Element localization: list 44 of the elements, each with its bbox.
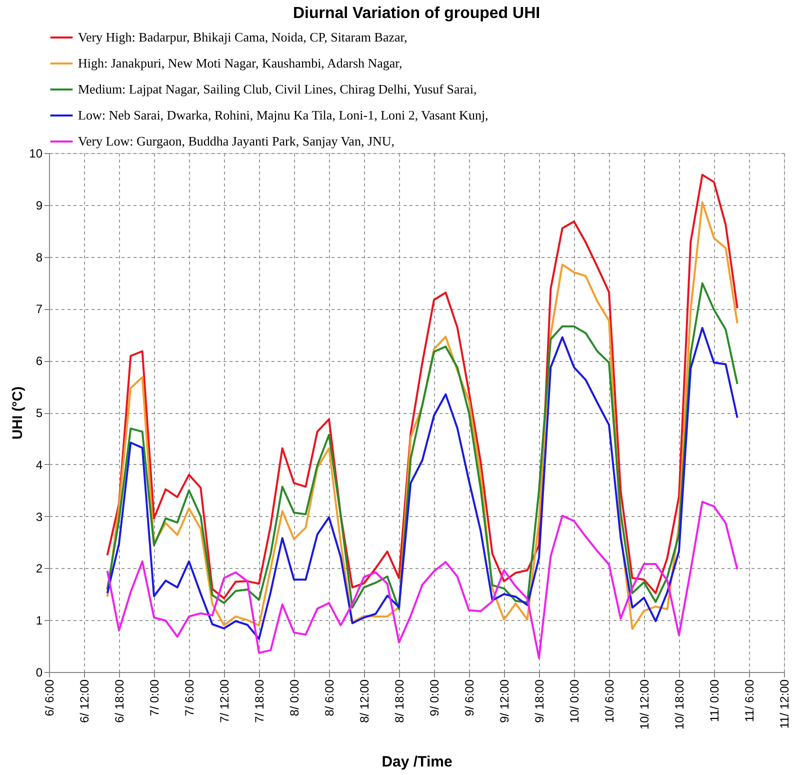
y-axis-title: UHI (°C) [9, 386, 26, 440]
x-tick-label: 6/ 18:00 [112, 679, 126, 723]
line-series [106, 282, 738, 610]
x-tick-label: 11/ 12:00 [778, 679, 792, 729]
x-tick-label: 11/ 0:00 [708, 679, 722, 722]
x-tick-label: 11/ 6:00 [742, 679, 756, 722]
x-tick-label: 10/ 12:00 [638, 679, 652, 730]
y-tick-label: 5 [36, 406, 43, 420]
x-axis-title: Day /Time [382, 754, 452, 771]
x-tick-label: 9/ 6:00 [462, 679, 476, 716]
x-tick-label: 8/ 0:00 [288, 679, 302, 716]
chart-title: Diurnal Variation of grouped UHI [292, 5, 540, 22]
y-tick-label: 1 [36, 614, 43, 628]
x-tick-label: 7/ 6:00 [182, 679, 196, 716]
x-tick-label: 7/ 12:00 [218, 679, 232, 723]
legend-label: Medium: Lajpat Nagar, Sailing Club, Civil Lines, Chirag Delhi, Yusuf Sarai, [78, 82, 477, 96]
line-series [106, 326, 738, 640]
x-tick-label: 7/ 0:00 [148, 679, 162, 716]
legend-label: High: Janakpuri, New Moti Nagar, Kaushambi, Adarsh Nagar, [78, 56, 402, 70]
y-tick-label: 0 [36, 666, 43, 680]
legend-label: Low: Neb Sarai, Dwarka, Rohini, Majnu Ka Tila, Loni-1, Loni 2, Vasant Kunj, [78, 108, 488, 122]
legend-label: Very Low: Gurgaon, Buddha Jayanti Park, Sanjay Van, JNU, [78, 134, 395, 148]
y-tick-label: 6 [36, 354, 43, 368]
x-tick-label: 9/ 18:00 [532, 679, 546, 723]
x-tick-label: 8/ 18:00 [392, 679, 406, 723]
x-tick-label: 10/ 18:00 [672, 679, 686, 730]
x-tick-label: 10/ 6:00 [602, 679, 616, 723]
y-tick-label: 8 [36, 250, 43, 264]
line-series [106, 500, 738, 659]
y-tick-label: 3 [36, 510, 43, 524]
x-tick-label: 8/ 12:00 [358, 679, 372, 723]
x-tick-label: 9/ 12:00 [498, 679, 512, 723]
y-tick-label: 4 [36, 458, 43, 472]
y-tick-label: 9 [36, 198, 43, 212]
x-tick-label: 6/ 6:00 [42, 679, 56, 716]
legend-label: Very High: Badarpur, Bhikaji Cama, Noida, CP, Sitaram Bazar, [78, 30, 408, 44]
x-tick-label: 10/ 0:00 [568, 679, 582, 723]
y-tick-label: 2 [36, 562, 43, 576]
y-tick-label: 7 [36, 302, 43, 316]
x-tick-label: 7/ 18:00 [252, 679, 266, 723]
y-tick-label: 10 [29, 146, 43, 160]
x-tick-label: 9/ 0:00 [428, 679, 442, 716]
x-tick-label: 6/ 12:00 [78, 679, 92, 723]
x-tick-label: 8/ 6:00 [322, 679, 336, 716]
